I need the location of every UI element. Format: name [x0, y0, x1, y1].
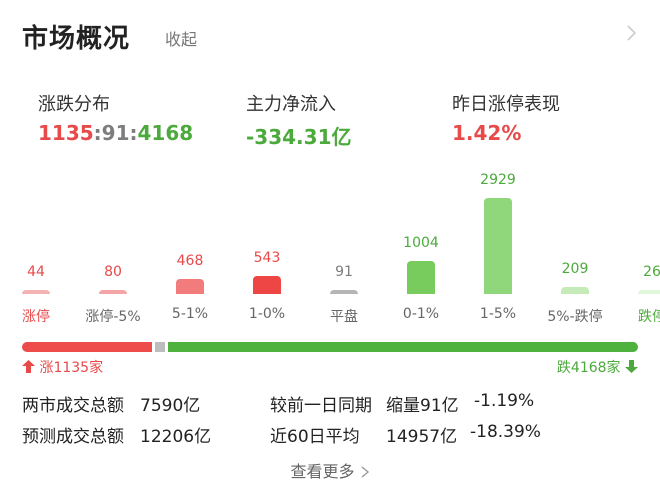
arrow-down-icon: [625, 360, 638, 373]
dist-sep: :: [129, 121, 138, 145]
up-count: 涨1135家: [22, 357, 103, 377]
flow-label: 主力净流入: [246, 94, 336, 115]
chevron-right-icon[interactable]: [622, 24, 640, 42]
total-turnover-value: 7590亿: [140, 396, 201, 416]
distribution-bar: [330, 290, 358, 294]
bar-label: 跌停: [638, 309, 660, 325]
dist-up: 1135: [38, 121, 94, 145]
distribution-bar: [253, 276, 281, 294]
compare-pct: -1.19%: [474, 391, 535, 411]
progress-down-segment: [168, 342, 638, 352]
limit-value: 1.42%: [452, 121, 522, 145]
distribution-bar: [407, 261, 435, 294]
distribution-bar: [561, 287, 589, 294]
bar-label: 5%-跌停: [547, 309, 603, 325]
view-more-link[interactable]: 查看更多: [0, 458, 660, 482]
arrow-up-icon: [22, 360, 35, 373]
avg60-pct: -18.39%: [470, 422, 541, 442]
dist-label: 涨跌分布: [38, 94, 110, 115]
bar-label: 涨停: [22, 309, 50, 325]
up-count-text: 涨1135家: [39, 360, 104, 376]
avg60-label: 近60日平均: [270, 427, 360, 447]
bar-label: 5-1%: [171, 306, 209, 322]
bar-label: 1-5%: [479, 306, 517, 322]
total-turnover-label: 两市成交总额: [22, 396, 124, 416]
bar-label: 平盘: [330, 309, 358, 325]
dist-value: 1135:91:4168: [38, 121, 193, 145]
dist-down: 4168: [137, 121, 194, 145]
bar-value: 1004: [403, 235, 439, 251]
forecast-value: 12206亿: [140, 427, 212, 447]
view-more-label: 查看更多: [290, 462, 355, 481]
collapse-button[interactable]: 收起: [165, 30, 198, 49]
distribution-bar: [99, 290, 127, 294]
distribution-bar: [176, 279, 204, 294]
limit-label: 昨日涨停表现: [452, 94, 560, 115]
distribution-chart: 44 涨停 80 涨停-5% 468 5-1% 543 1-0% 91 平盘 1004 0-1% 292…: [0, 170, 660, 330]
bar-value: 91: [335, 264, 353, 280]
bar-value: 543: [253, 250, 281, 266]
distribution-bar: [484, 198, 512, 294]
distribution-bar: [22, 290, 50, 294]
avg60-value: 14957亿: [386, 427, 458, 447]
dist-sep: :: [93, 121, 102, 145]
bar-label: 0-1%: [402, 306, 440, 322]
chevron-right-icon: [361, 466, 369, 478]
distribution-bar: [638, 290, 660, 294]
bar-value: 80: [104, 264, 122, 280]
dist-flat: 91: [101, 121, 130, 145]
bar-value: 44: [27, 264, 45, 280]
compare-label: 较前一日同期: [270, 396, 372, 416]
bar-value: 468: [176, 253, 204, 269]
up-down-progress: [22, 342, 638, 352]
progress-up-segment: [22, 342, 152, 352]
page-title: 市场概况: [22, 24, 131, 54]
bar-value: 209: [561, 261, 589, 277]
bar-label: 1-0%: [248, 306, 286, 322]
progress-flat-segment: [155, 342, 165, 352]
compare-change: 缩量91亿: [386, 396, 459, 416]
bar-label: 涨停-5%: [85, 309, 141, 325]
down-count-text: 跌4168家: [556, 360, 621, 376]
flow-value: -334.31亿: [246, 125, 352, 149]
bar-value: 26: [643, 264, 660, 280]
forecast-label: 预测成交总额: [22, 427, 124, 447]
bar-value: 2929: [480, 172, 516, 188]
down-count: 跌4168家: [557, 357, 638, 377]
